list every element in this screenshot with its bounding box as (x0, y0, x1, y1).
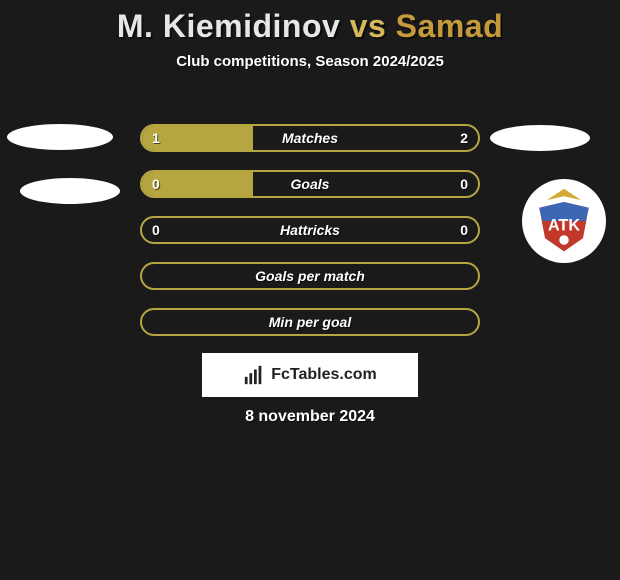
club-logo: ATK (522, 179, 606, 263)
stat-row-hattricks: 0 Hattricks 0 (140, 216, 480, 244)
stat-value-right: 2 (460, 130, 468, 146)
stats-container: 1 Matches 2 0 Goals 0 0 Hattricks 0 Goal… (140, 124, 480, 354)
stat-label: Hattricks (142, 222, 478, 238)
player1-photo-placeholder-1 (7, 124, 113, 150)
atk-badge-icon: ATK (526, 183, 602, 259)
stat-value-right: 0 (460, 222, 468, 238)
stat-label: Matches (142, 130, 478, 146)
stat-value-right: 0 (460, 176, 468, 192)
player2-name: Samad (396, 8, 503, 44)
svg-text:ATK: ATK (548, 217, 580, 235)
player2-photo-placeholder (490, 125, 590, 151)
comparison-title: M. Kiemidinov vs Samad (0, 0, 620, 45)
stat-label: Goals per match (142, 268, 478, 284)
stat-label: Min per goal (142, 314, 478, 330)
player1-name: M. Kiemidinov (117, 8, 340, 44)
subtitle: Club competitions, Season 2024/2025 (0, 53, 620, 70)
brand-footer: FcTables.com (202, 353, 418, 397)
brand-text: FcTables.com (271, 366, 377, 384)
stat-row-min-per-goal: Min per goal (140, 308, 480, 336)
bar-chart-icon (243, 364, 265, 386)
stat-row-matches: 1 Matches 2 (140, 124, 480, 152)
stat-label: Goals (142, 176, 478, 192)
stat-row-goals-per-match: Goals per match (140, 262, 480, 290)
date-text: 8 november 2024 (0, 408, 620, 426)
player1-photo-placeholder-2 (20, 178, 120, 204)
stat-row-goals: 0 Goals 0 (140, 170, 480, 198)
vs-text: vs (350, 8, 387, 44)
